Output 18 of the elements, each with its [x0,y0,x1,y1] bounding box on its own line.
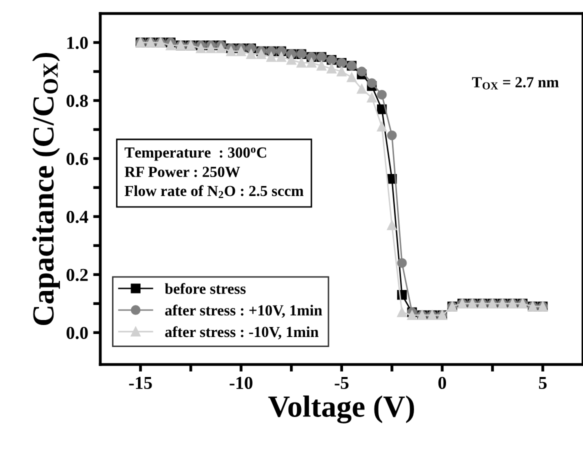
y-tick-label: 0.4 [66,210,88,224]
legend-label: before stress [164,283,246,294]
legend-label: after stress : -10V, 1min [165,326,319,340]
y-tick-label: 0.6 [66,152,88,166]
x-tick-label: 5 [538,377,547,390]
x-tick-label: -5 [334,377,348,390]
legend-label: after stress : +10V, 1min [165,304,322,318]
x-axis-title: Voltage (V) [268,395,414,424]
x-tick-label: -15 [129,376,152,390]
y-tick-label: 1.0 [67,36,88,50]
x-tick-label: -10 [230,376,252,390]
text: Temperature : 300$^{o}$C RF Power : 250W Flow rate of N$_{2}$O : 2.5 sccm [124,147,304,198]
y-tick-label: 0.8 [66,94,88,108]
y-tick-label: 0.0 [66,326,88,340]
y-axis-title: Capacitance (C/C$_{OX}$) [32,52,60,326]
x-tick-label: 0 [438,376,446,390]
y-tick-label: 0.2 [66,268,88,282]
annotation: T$_{OX}$ = 2.7 nm [472,77,559,90]
